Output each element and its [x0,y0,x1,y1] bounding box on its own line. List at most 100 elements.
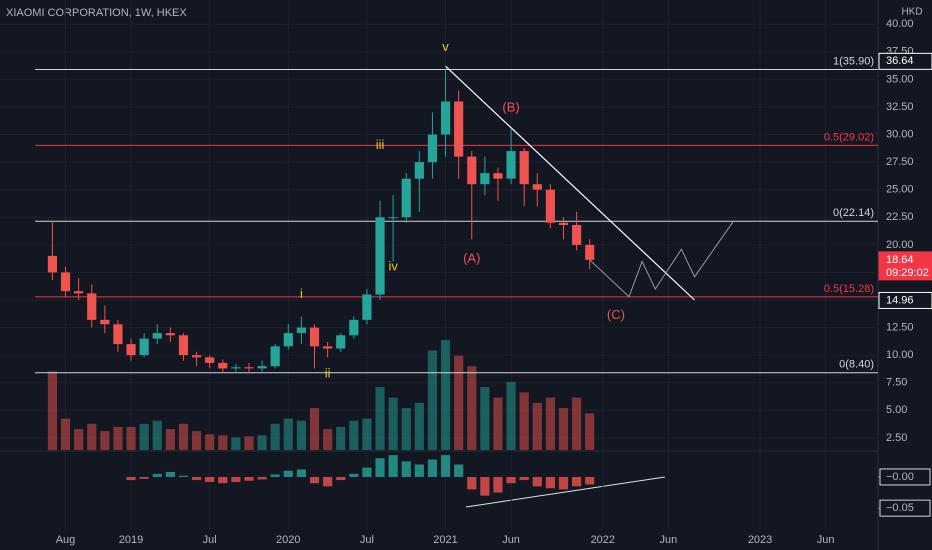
y-tick-label: 2.50 [886,432,907,444]
volume-bar [139,423,149,450]
volume-bar [493,397,503,450]
candle-body [532,184,542,190]
candle-body [323,346,333,349]
candle-body [493,173,503,179]
macd-bar [257,476,267,480]
currency: HKD [901,7,922,18]
macd-bar [585,476,595,485]
macd-bar [572,476,582,487]
y-tick-label: 35.00 [886,73,914,85]
macd-bar [349,473,359,477]
candle-body [401,178,411,218]
wave-label: ii [325,365,331,380]
candle-body [60,272,71,292]
candle-body [87,293,97,320]
macd-bar [558,476,569,490]
y-tick-label: 5.00 [886,404,907,416]
macd-bar [218,476,228,484]
macd-bar [126,476,136,481]
candle-body [113,324,123,345]
macd-bar [532,476,542,487]
candle-body [47,255,58,273]
y-tick-label: 30.00 [886,128,914,140]
candle-body [388,217,398,219]
macd-bar [467,476,477,490]
volume-bar [414,402,424,450]
macd-trendline [465,476,666,508]
volume-bar [60,418,71,450]
macd-bar [362,467,372,477]
y-tick-label: 10.00 [886,349,914,361]
macd-bar [270,474,280,477]
y-tick-label: 7.50 [886,377,907,389]
macd-bar [414,464,424,477]
fib-label: 0.5(29.02) [824,131,874,143]
macd-bar [296,469,306,477]
volume-bar [532,402,542,450]
candle-body [218,362,228,369]
macd-bar [165,471,175,477]
candle-body [467,156,477,185]
candle-body [454,101,464,157]
candle-body [558,222,569,225]
volume-bar [558,408,569,450]
macd-bar [231,476,241,482]
price-countdown: 09:29:02 [886,267,929,279]
y-tick-label: 20.00 [886,239,914,251]
macd-bar [480,476,490,496]
macd-bar [283,470,293,477]
macd-bar [323,476,333,487]
candle-body [545,189,555,223]
volume-bar [506,381,516,450]
y-tick-label: 27.50 [886,156,914,168]
candle-body [519,151,529,185]
macd-bar [244,476,254,481]
macd-bar [388,455,398,477]
candle-body [362,294,372,320]
fib-label: 0.5(15.28) [824,283,874,295]
candle-body [165,333,175,336]
volume-bar [585,413,595,450]
fib-label: 0(8.40) [839,359,874,371]
x-tick-label: 2019 [119,534,143,546]
x-tick-label: Jun [502,534,520,546]
candle-body [572,225,582,245]
chart-title: XIAOMI CORPORATION, 1W, HKEX [6,7,187,19]
macd-bar [139,476,149,479]
macd-bar [205,476,215,482]
volume-bar [519,392,529,450]
macd-bar [440,455,451,477]
x-tick-label: 2022 [591,534,615,546]
candle-body [427,134,438,163]
price-badge-label: 18.64 [886,254,914,266]
fib-label: 1(35.90) [833,55,874,67]
volume-bar [545,397,555,450]
volume-bar [401,408,411,450]
price-badge-label: 36.64 [886,55,914,67]
volume-bar [296,420,306,450]
volume-bar [126,426,136,450]
candle-body [414,162,424,179]
candle-body [139,338,149,356]
macd-bar [506,476,516,484]
macd-bar [309,476,320,484]
y-tick-label: 32.50 [886,101,914,113]
macd-bar [375,458,385,477]
candle-body [375,217,385,295]
macd-tick-label: −0.00 [886,471,914,483]
volume-bar [480,387,490,450]
projection-path [589,220,735,298]
candle-body [244,367,254,369]
price-badge-label: 14.96 [886,294,914,306]
candle-body [178,335,189,356]
wave-label: iv [388,258,398,273]
candle-body [506,151,516,179]
volume-bar [191,431,202,450]
volume-bar [388,397,398,450]
volume-bar [440,340,451,450]
volume-bar [375,387,385,450]
volume-bar [336,426,346,450]
volume-bar [231,437,241,450]
fib-label: 0(22.14) [833,207,874,219]
